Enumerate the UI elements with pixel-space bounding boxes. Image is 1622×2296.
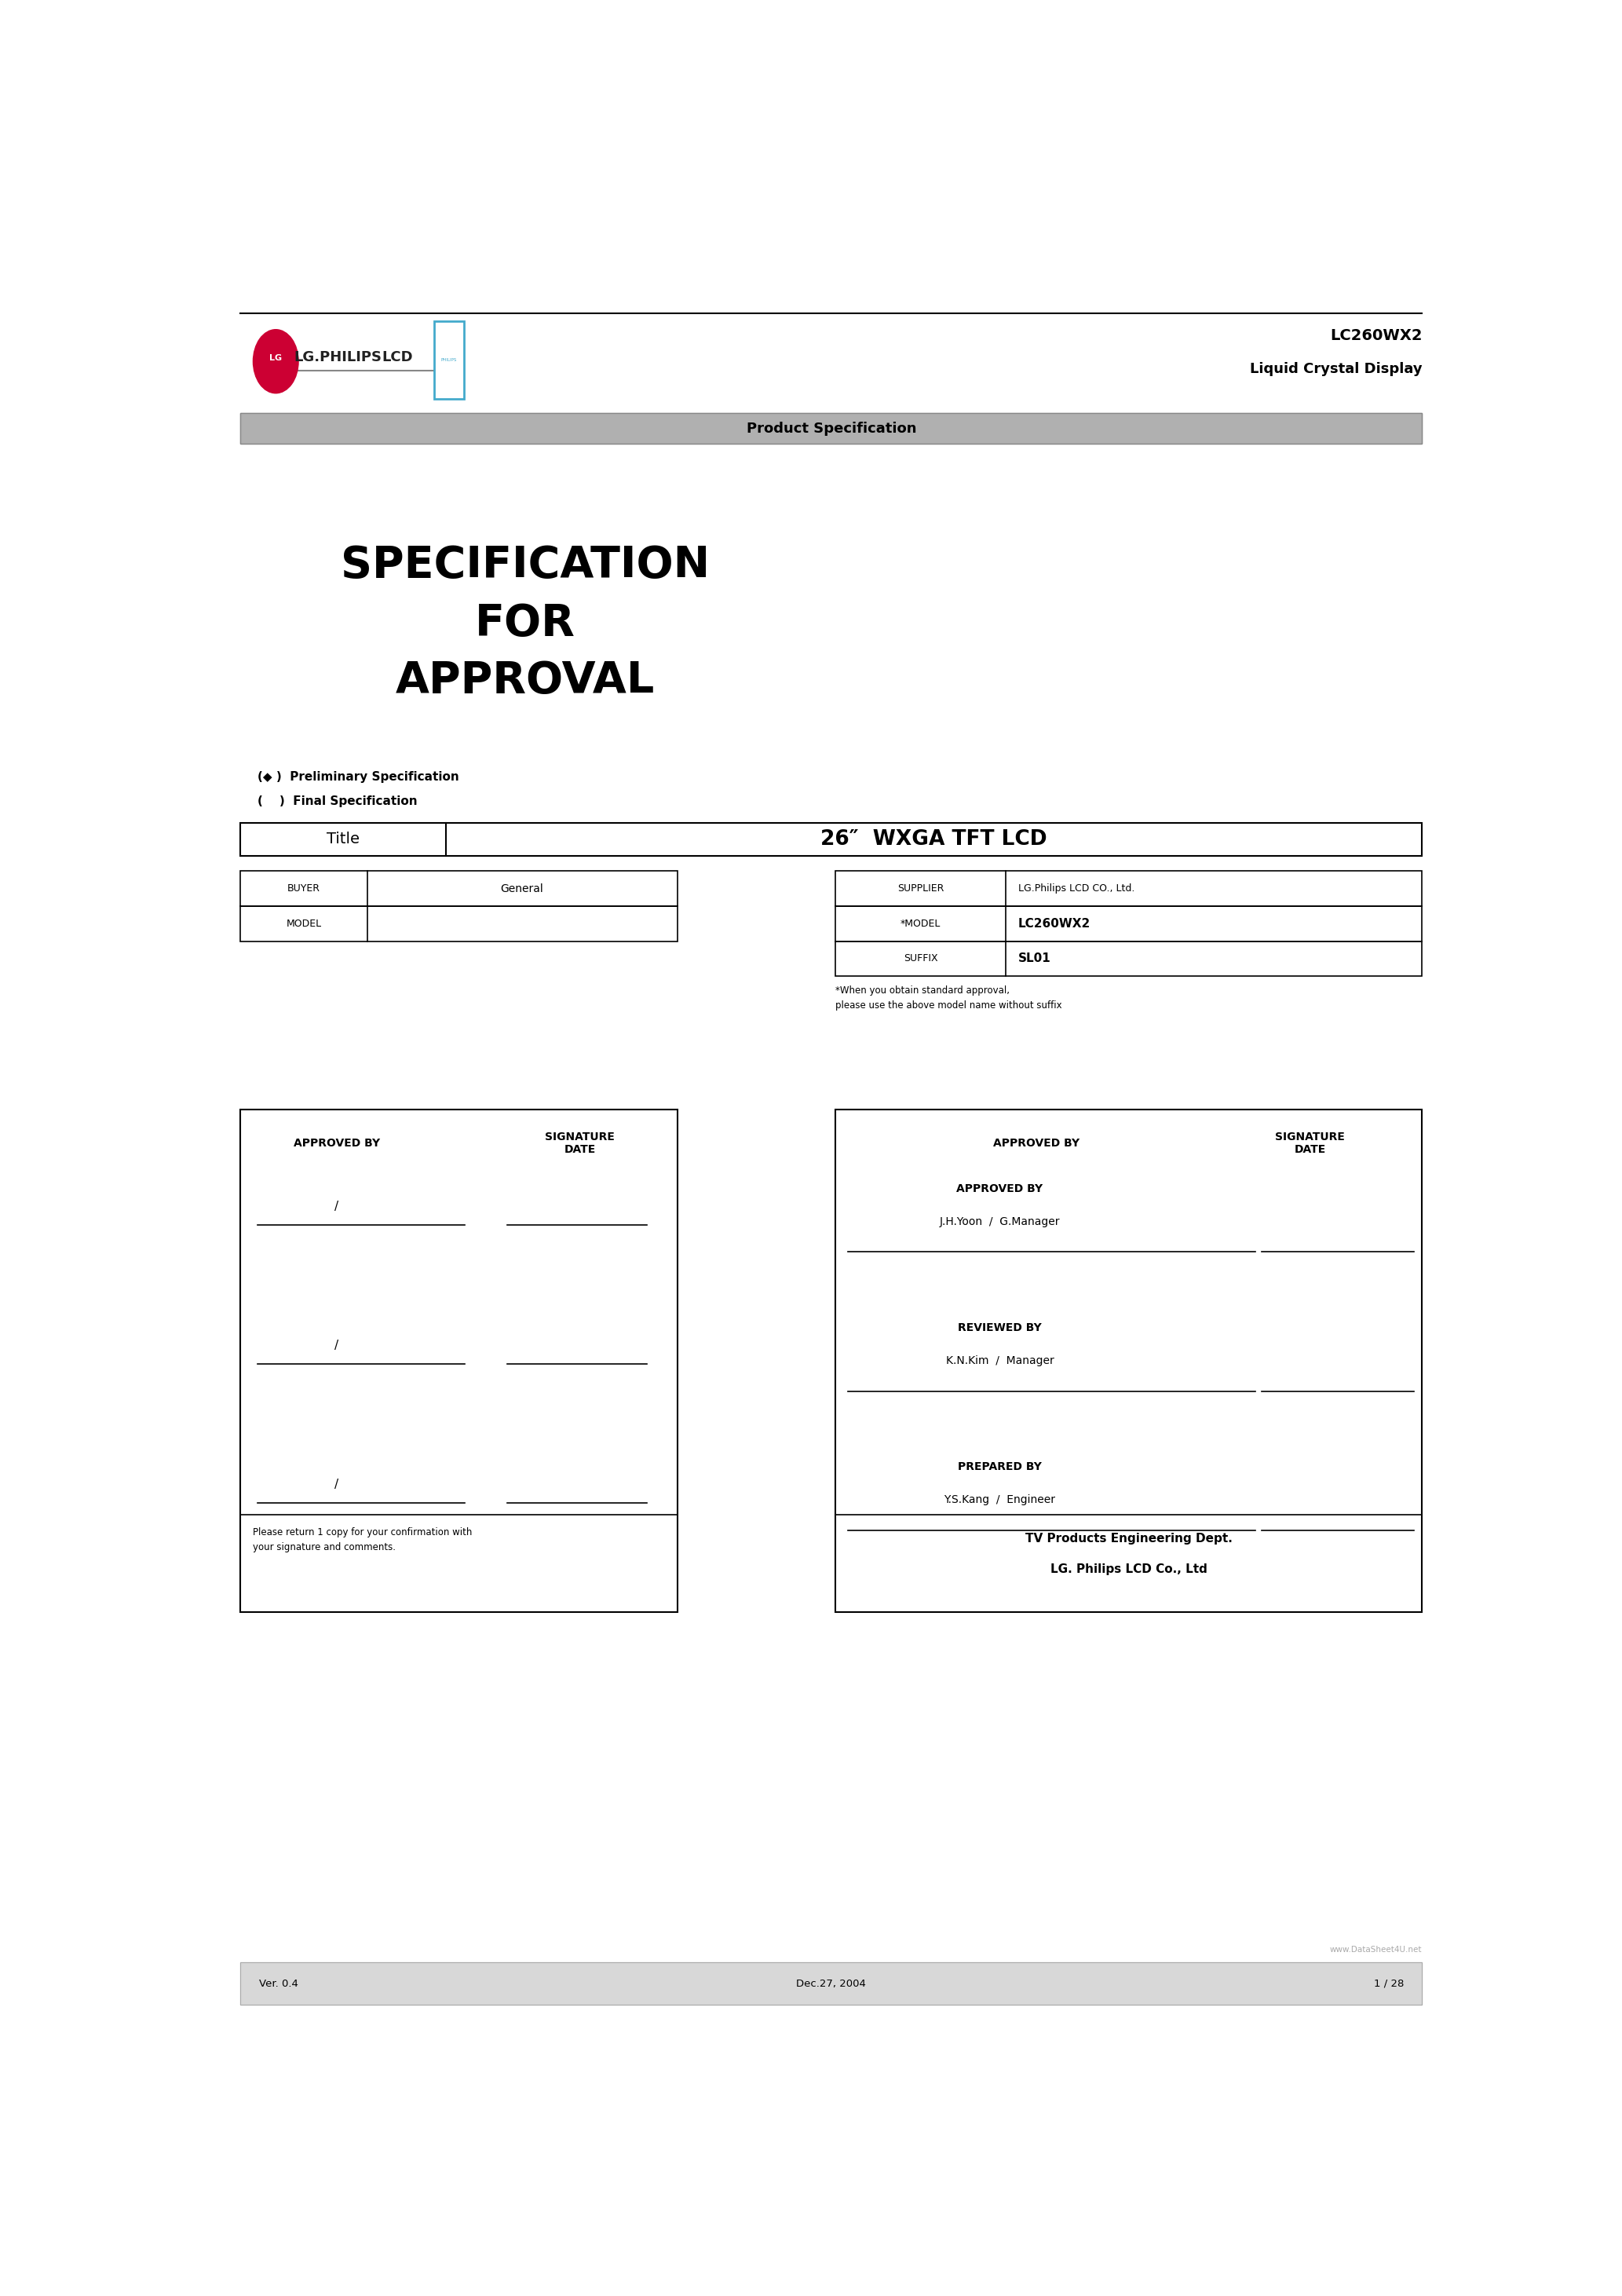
Text: K.N.Kim  /  Manager: K.N.Kim / Manager	[946, 1355, 1054, 1366]
Bar	[835, 941, 1422, 976]
Text: (◆ )  Preliminary Specification: (◆ ) Preliminary Specification	[258, 771, 459, 783]
Bar	[240, 413, 1422, 443]
Text: J.H.Yoon  /  G.Manager: J.H.Yoon / G.Manager	[939, 1217, 1061, 1228]
Text: APPROVED BY: APPROVED BY	[957, 1182, 1043, 1194]
Text: LG.PHILIPS: LG.PHILIPS	[294, 349, 381, 365]
Bar	[435, 321, 464, 400]
Bar	[240, 1963, 1422, 2004]
Text: LC260WX2: LC260WX2	[1330, 328, 1422, 344]
Text: Dec.27, 2004: Dec.27, 2004	[796, 1979, 866, 1988]
Text: REVIEWED BY: REVIEWED BY	[959, 1322, 1041, 1334]
Text: FOR: FOR	[475, 602, 576, 645]
Bar	[835, 907, 1422, 941]
Text: APPROVED BY: APPROVED BY	[993, 1137, 1080, 1148]
Text: Y.S.Kang  /  Engineer: Y.S.Kang / Engineer	[944, 1495, 1056, 1506]
Text: MODEL: MODEL	[285, 918, 321, 930]
Text: Product Specification: Product Specification	[746, 422, 916, 436]
Bar	[240, 1963, 1422, 2004]
Text: /: /	[334, 1201, 339, 1212]
Text: LG.Philips LCD CO., Ltd.: LG.Philips LCD CO., Ltd.	[1019, 884, 1134, 893]
Text: www.DataSheet4U.net: www.DataSheet4U.net	[1330, 1945, 1422, 1954]
Text: LC260WX2: LC260WX2	[1019, 918, 1090, 930]
Text: /: /	[334, 1479, 339, 1490]
Text: SL01: SL01	[1019, 953, 1051, 964]
Text: SUFFIX: SUFFIX	[903, 953, 938, 964]
Text: LG. Philips LCD Co., Ltd: LG. Philips LCD Co., Ltd	[1051, 1564, 1207, 1575]
Text: SUPPLIER: SUPPLIER	[897, 884, 944, 893]
Text: *MODEL: *MODEL	[900, 918, 941, 930]
Bar	[240, 907, 678, 941]
Text: Ver. 0.4: Ver. 0.4	[260, 1979, 298, 1988]
Text: Liquid Crystal Display: Liquid Crystal Display	[1249, 363, 1422, 377]
Text: /: /	[334, 1341, 339, 1352]
Text: APPROVAL: APPROVAL	[396, 659, 655, 703]
Bar	[240, 1109, 678, 1612]
Text: 26″  WXGA TFT LCD: 26″ WXGA TFT LCD	[821, 829, 1048, 850]
Text: PHILIPS: PHILIPS	[441, 358, 457, 363]
Text: PREPARED BY: PREPARED BY	[959, 1460, 1041, 1472]
Text: Please return 1 copy for your confirmation with
your signature and comments.: Please return 1 copy for your confirmati…	[253, 1527, 472, 1552]
Bar	[835, 1109, 1422, 1612]
Bar	[240, 822, 1422, 856]
Text: TV Products Engineering Dept.: TV Products Engineering Dept.	[1025, 1534, 1233, 1545]
Text: APPROVED BY: APPROVED BY	[294, 1137, 380, 1148]
Bar	[240, 413, 1422, 443]
Text: 1 / 28: 1 / 28	[1374, 1979, 1403, 1988]
Text: SPECIFICATION: SPECIFICATION	[341, 544, 710, 588]
Text: *When you obtain standard approval,
please use the above model name without suff: *When you obtain standard approval, plea…	[835, 985, 1062, 1010]
Bar	[240, 870, 678, 907]
Text: Title: Title	[326, 831, 360, 847]
Text: SIGNATURE
DATE: SIGNATURE DATE	[1275, 1132, 1345, 1155]
Circle shape	[253, 331, 298, 393]
Text: (    )  Final Specification: ( ) Final Specification	[258, 797, 417, 808]
Text: BUYER: BUYER	[287, 884, 320, 893]
Text: LCD: LCD	[383, 349, 414, 365]
Bar	[835, 870, 1422, 907]
Text: General: General	[501, 884, 543, 893]
Text: LG: LG	[269, 354, 282, 363]
Text: SIGNATURE
DATE: SIGNATURE DATE	[545, 1132, 615, 1155]
